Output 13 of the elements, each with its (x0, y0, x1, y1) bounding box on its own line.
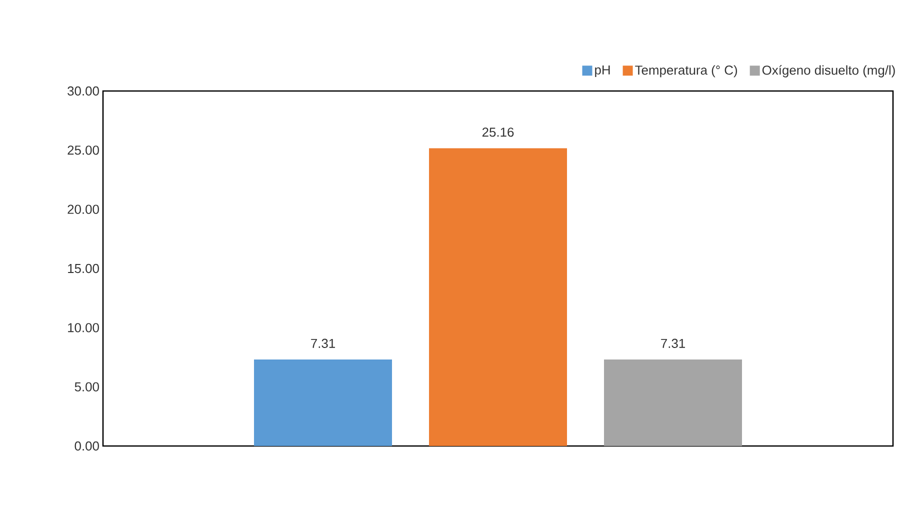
data-label: 7.31 (311, 338, 335, 348)
y-tick-label: 20.00 (68, 204, 99, 214)
y-tick-label: 30.00 (68, 86, 99, 96)
data-label: 7.31 (661, 338, 685, 348)
legend-label: Temperatura (° C) (635, 65, 738, 78)
y-tick-label: 15.00 (68, 264, 99, 274)
y-tick-label: 5.00 (74, 382, 99, 392)
y-tick-label: 0.00 (74, 441, 99, 451)
data-label: 25.16 (482, 128, 514, 137)
y-tick-label: 10.00 (68, 323, 99, 332)
legend-label: Oxígeno disuelto (mg/l) (762, 65, 895, 78)
legend-label: pH (595, 65, 610, 78)
y-tick-label: 25.00 (68, 146, 99, 155)
